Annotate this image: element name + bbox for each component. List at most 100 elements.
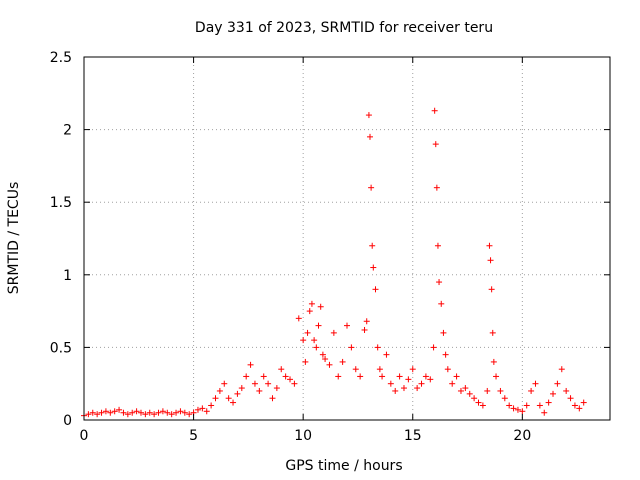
data-point: [186, 411, 193, 418]
data-point: [300, 337, 307, 344]
data-point: [295, 315, 302, 322]
data-point: [168, 411, 175, 418]
data-point: [124, 411, 131, 418]
data-point: [453, 373, 460, 380]
data-point: [541, 409, 548, 416]
data-point: [199, 405, 206, 412]
data-point: [120, 409, 127, 416]
x-tick-label: 0: [80, 428, 89, 444]
data-point: [490, 358, 497, 365]
y-tick-label: 1.5: [50, 195, 72, 211]
data-point: [506, 402, 513, 409]
data-point: [545, 399, 552, 406]
data-point: [361, 326, 368, 333]
data-point: [313, 344, 320, 351]
data-point: [532, 380, 539, 387]
data-point: [247, 361, 254, 368]
data-point: [471, 395, 478, 402]
data-point: [571, 402, 578, 409]
data-point: [208, 402, 215, 409]
data-point: [431, 107, 438, 114]
y-tick-label: 0: [63, 413, 72, 429]
data-point: [216, 387, 223, 394]
plot-frame: [83, 56, 611, 421]
data-point: [194, 406, 201, 413]
data-point: [501, 395, 508, 402]
data-point: [306, 308, 313, 315]
data-point: [330, 329, 337, 336]
y-tick-label: 0.5: [50, 340, 72, 356]
data-point: [155, 409, 162, 416]
data-point: [225, 395, 232, 402]
data-point: [164, 409, 171, 416]
data-point: [434, 242, 441, 249]
data-point: [514, 406, 521, 413]
data-point: [462, 385, 469, 392]
data-point: [368, 184, 375, 191]
data-point: [102, 408, 109, 415]
data-point: [302, 358, 309, 365]
data-point: [409, 366, 416, 373]
data-point: [326, 361, 333, 368]
data-point: [107, 409, 114, 416]
data-point: [523, 402, 530, 409]
data-point: [422, 373, 429, 380]
data-point: [291, 380, 298, 387]
data-point: [414, 385, 421, 392]
data-point: [146, 409, 153, 416]
data-point: [372, 286, 379, 293]
data-point: [430, 344, 437, 351]
data-point: [315, 322, 322, 329]
data-point: [567, 395, 574, 402]
axis-ticks: 0 5 10 15 20 0 0.5 1 1.5 2 2.5: [50, 50, 610, 444]
data-point: [405, 376, 412, 383]
data-point: [449, 380, 456, 387]
data-point: [142, 411, 149, 418]
data-point: [487, 257, 494, 264]
data-point: [159, 408, 166, 415]
data-point: [251, 380, 258, 387]
data-point: [580, 399, 587, 406]
data-point: [133, 408, 140, 415]
data-point: [554, 380, 561, 387]
data-point: [440, 329, 447, 336]
data-point: [308, 300, 315, 307]
data-point: [352, 366, 359, 373]
data-point: [466, 390, 473, 397]
data-point: [116, 406, 123, 413]
data-point: [230, 399, 237, 406]
data-point: [256, 387, 263, 394]
x-tick-label: 20: [513, 428, 531, 444]
data-point: [493, 373, 500, 380]
data-point: [479, 402, 486, 409]
data-point: [357, 373, 364, 380]
data-point: [369, 242, 376, 249]
data-point: [265, 380, 272, 387]
data-point: [438, 300, 445, 307]
data-point: [497, 387, 504, 394]
data-point: [374, 344, 381, 351]
data-point: [433, 184, 440, 191]
data-point: [282, 373, 289, 380]
data-point: [269, 395, 276, 402]
x-tick-label: 10: [294, 428, 312, 444]
data-point: [484, 387, 491, 394]
data-point: [278, 366, 285, 373]
data-point: [344, 322, 350, 329]
data-point: [98, 409, 105, 416]
data-point: [396, 373, 403, 380]
data-point: [558, 366, 565, 373]
data-point: [365, 112, 372, 119]
data-point: [238, 385, 245, 392]
data-point: [89, 409, 96, 416]
y-tick-label: 1: [63, 268, 72, 284]
data-point: [111, 408, 118, 415]
data-point: [304, 329, 311, 336]
data-point: [181, 409, 188, 416]
data-point: [432, 141, 439, 148]
data-point: [457, 387, 464, 394]
data-point: [94, 411, 101, 418]
data-points: [81, 107, 587, 419]
